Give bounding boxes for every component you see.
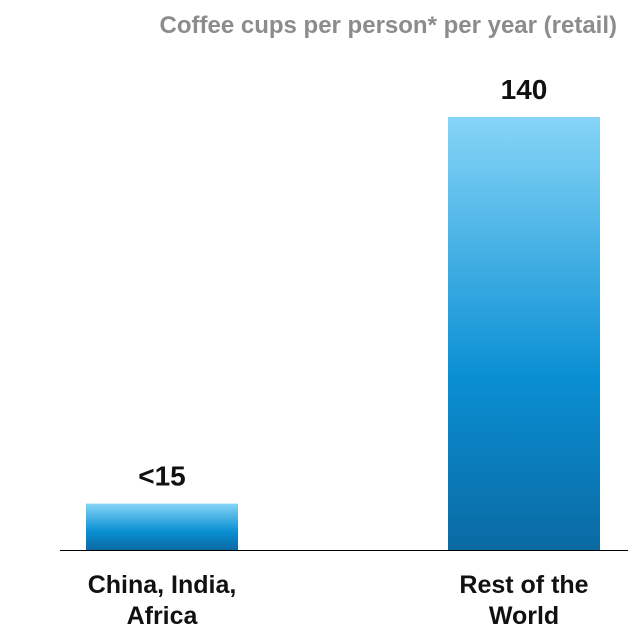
category-label-0-line-1: Africa: [127, 602, 199, 630]
bar-0: [86, 503, 238, 550]
category-label-1-line-1: World: [489, 602, 559, 630]
labels-layer: <15 China, India, Africa 140 Rest of the Worl…: [88, 74, 589, 630]
chart-title: Coffee cups per person* per year (retail…: [159, 12, 617, 39]
value-label-0: <15: [138, 461, 186, 492]
value-label-1: 140: [501, 74, 548, 105]
category-label-0-line-0: China, India,: [88, 571, 237, 599]
category-label-1-line-0: Rest of the: [459, 571, 588, 599]
bar-1: [448, 117, 600, 550]
bars-layer: [86, 117, 600, 550]
